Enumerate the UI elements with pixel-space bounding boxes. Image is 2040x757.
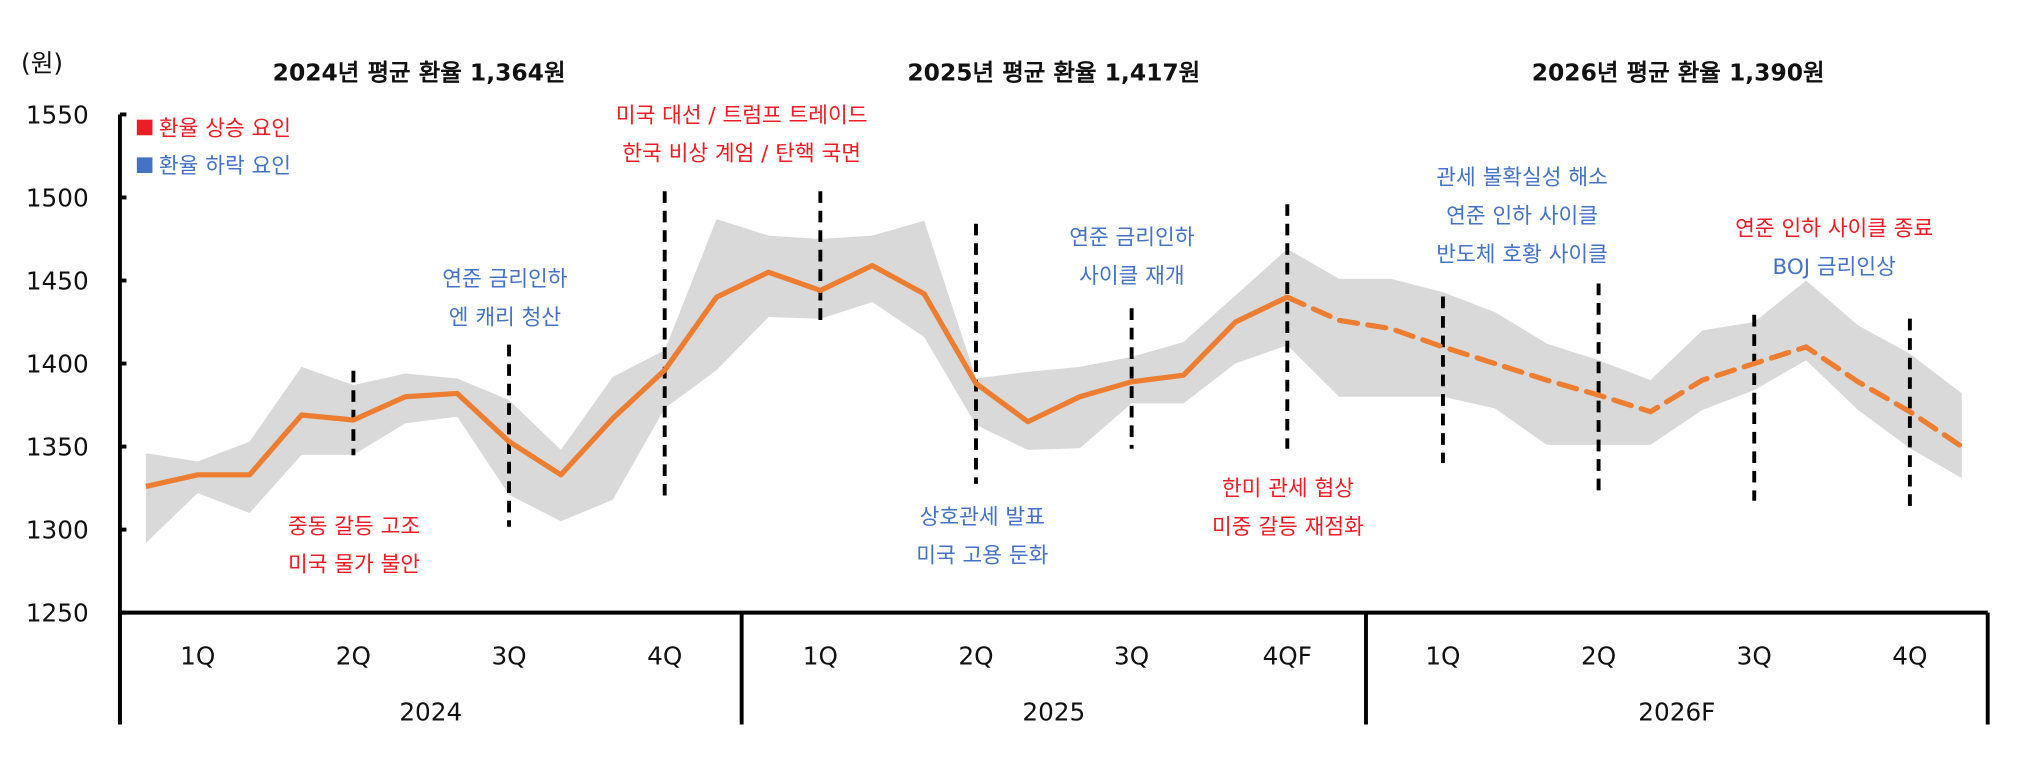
quarter-label: 3Q	[1737, 642, 1772, 671]
legend-label: 환율 하락 요인	[159, 154, 291, 179]
event-annotation: 중동 갈등 고조	[288, 514, 420, 539]
y-tick-label: 1350	[26, 433, 89, 462]
event-annotation: 연준 인하 사이클	[1446, 204, 1598, 229]
actual-rate-line	[145, 262, 1289, 489]
event-annotation: 미중 갈등 재점화	[1212, 515, 1364, 540]
event-annotation: 반도체 호황 사이클	[1436, 242, 1608, 267]
year-average-title: 2024년 평균 환율 1,364원	[273, 59, 566, 87]
event-annotation: 상호관세 발표	[920, 505, 1045, 530]
quarter-label: 3Q	[1114, 642, 1149, 671]
event-annotation: 연준 금리인하	[1069, 226, 1195, 251]
event-annotation: 연준 금리인하	[442, 267, 568, 292]
event-annotation: 미국 물가 불안	[288, 553, 420, 578]
event-annotation: 사이클 재개	[1079, 264, 1185, 289]
quarter-label: 3Q	[491, 642, 526, 671]
forecast-range-band	[145, 219, 1962, 543]
forecast-rate-line	[1284, 294, 1965, 450]
y-tick-label: 1450	[26, 267, 89, 296]
y-tick-label: 1250	[26, 599, 89, 628]
legend-swatch	[136, 119, 153, 136]
quarter-label: 4Q	[647, 642, 682, 671]
quarter-label: 1Q	[803, 642, 838, 671]
legend-swatch	[136, 157, 153, 173]
quarter-label: 1Q	[1425, 642, 1460, 671]
quarter-label: 1Q	[180, 642, 215, 671]
year-label: 2025	[1022, 698, 1085, 727]
quarter-label: 2Q	[1581, 642, 1616, 671]
event-annotation: 한국 비상 계엄 / 탄핵 국면	[622, 142, 861, 167]
quarter-label: 4Q	[1892, 642, 1927, 671]
year-label: 2026F	[1638, 698, 1715, 727]
year-average-title: 2025년 평균 환율 1,417원	[907, 59, 1200, 87]
y-tick-label: 1300	[26, 516, 89, 545]
event-annotation: 한미 관세 협상	[1222, 477, 1354, 502]
y-tick-label: 1500	[26, 184, 89, 213]
y-tick-label: 1550	[26, 101, 89, 130]
event-annotation: 관세 불확실성 해소	[1436, 166, 1608, 191]
year-label: 2024	[399, 698, 462, 727]
event-annotation: 엔 캐리 청산	[449, 306, 561, 331]
event-annotation: 미국 대선 / 트럼프 트레이드	[616, 103, 868, 128]
quarter-label: 4QF	[1263, 642, 1312, 671]
event-annotation: 미국 고용 둔화	[916, 544, 1048, 569]
quarter-label: 2Q	[336, 642, 371, 671]
quarter-label: 2Q	[958, 642, 993, 671]
y-unit-label: (원)	[21, 49, 63, 78]
event-annotation: 연준 인하 사이클 종료	[1735, 216, 1933, 241]
legend-label: 환율 상승 요인	[159, 116, 291, 141]
year-average-title: 2026년 평균 환율 1,390원	[1532, 59, 1825, 87]
event-annotation: BOJ 금리인상	[1773, 255, 1896, 280]
y-tick-label: 1400	[26, 350, 89, 379]
